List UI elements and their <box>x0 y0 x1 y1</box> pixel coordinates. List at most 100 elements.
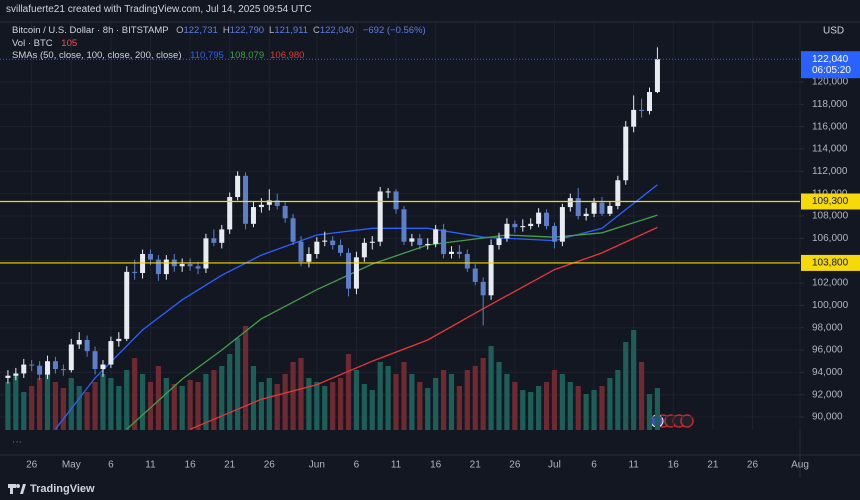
candle-body <box>13 373 19 376</box>
candle-body <box>433 229 439 244</box>
volume-bar <box>393 374 399 430</box>
candle-body <box>45 361 51 375</box>
volume-bar <box>607 378 613 430</box>
y-tick-label: 112,000 <box>812 166 848 177</box>
footer-logo <box>8 484 26 494</box>
volume-bar <box>385 366 391 430</box>
ohlc-key: C <box>312 25 320 36</box>
x-tick-label: 6 <box>108 460 114 471</box>
candle-body <box>480 281 486 296</box>
y-tick-label: 108,000 <box>812 211 849 222</box>
volume-bar <box>472 366 478 430</box>
candle-body <box>306 253 312 262</box>
volume-bar <box>274 384 280 430</box>
candle-body <box>187 264 193 267</box>
volume-bar <box>250 366 257 430</box>
x-tick-label: 16 <box>185 460 197 471</box>
volume-bar <box>654 388 661 430</box>
volume-bar <box>520 390 526 430</box>
candle-body <box>274 200 280 206</box>
volume-bar <box>528 392 534 430</box>
last-price-label: 122,040 <box>812 54 849 65</box>
volume-bar <box>37 378 43 430</box>
volume-label: Vol · BTC <box>12 37 53 49</box>
volume-bar <box>124 370 130 430</box>
volume-bar <box>401 362 407 430</box>
level-tag-label: 103,800 <box>812 258 849 269</box>
volume-bar <box>425 388 431 430</box>
volume-bar <box>599 386 605 430</box>
level-tag <box>801 254 860 271</box>
sma-value: 110,795 <box>190 50 224 61</box>
candle-body <box>377 191 383 242</box>
volume-bar <box>496 362 502 430</box>
volume-bar <box>646 394 653 430</box>
volume-bar <box>298 358 304 430</box>
candle-body <box>496 238 502 246</box>
volume-bar <box>187 380 193 430</box>
candle-body <box>266 200 272 205</box>
y-tick-label: 118,000 <box>812 99 848 110</box>
change: −692 (−0.56%) <box>362 25 426 36</box>
y-tick-label: 98,000 <box>812 322 843 333</box>
volume-bar <box>171 384 177 430</box>
legend-row: SMAs (50, close, 100, close, 200, close)… <box>12 50 426 63</box>
volume-bar <box>638 362 645 430</box>
sma-line <box>126 214 658 430</box>
candle-body <box>528 223 534 227</box>
candle-body <box>393 191 399 210</box>
candle-body <box>346 252 352 289</box>
volume-bar <box>76 386 82 430</box>
candle-body <box>448 251 454 254</box>
candle-body <box>195 266 201 269</box>
volume-bar <box>266 378 272 430</box>
candle-body <box>29 364 35 366</box>
volume-bar <box>242 326 249 430</box>
candle-body <box>116 338 122 342</box>
collapse-dots: ··· <box>12 437 22 448</box>
volume-bar <box>591 390 597 430</box>
volume-bar <box>417 382 423 430</box>
candle-body <box>504 223 510 239</box>
x-tick-label: 16 <box>668 460 680 471</box>
volume-bar <box>512 382 518 430</box>
volume-bar <box>258 382 264 430</box>
candle-body <box>235 175 241 198</box>
candle-body <box>631 109 637 127</box>
volume-bar <box>559 374 565 430</box>
brand: TradingView <box>30 483 95 495</box>
x-tick-label: Aug <box>791 460 809 471</box>
x-tick-label: 6 <box>354 460 360 471</box>
volume-bar <box>235 338 241 430</box>
candle-body <box>100 364 106 370</box>
candle-body <box>417 238 423 246</box>
ohlc-value: 122,790 <box>229 25 265 36</box>
volume-bar <box>345 354 352 430</box>
ohlc-key: H <box>222 25 230 36</box>
volume-bar <box>29 386 35 430</box>
candle-body <box>607 205 613 214</box>
candle-body <box>401 209 407 242</box>
volume-bar <box>163 378 169 430</box>
volume-bar <box>322 386 328 430</box>
volume-bar <box>147 382 154 430</box>
candle-body <box>583 213 589 217</box>
last-price-tag <box>801 51 860 79</box>
candle-body <box>37 365 43 375</box>
candle-body <box>203 238 209 269</box>
candle-body <box>512 223 518 228</box>
ohlc-value: 122,040 <box>319 25 355 36</box>
volume-bar <box>203 374 209 430</box>
volume-bar <box>623 342 629 430</box>
candle-body <box>68 344 74 371</box>
candle-body <box>219 229 225 243</box>
volume-bar <box>631 330 637 430</box>
volume-bar <box>290 362 296 430</box>
candle-body <box>322 240 328 242</box>
candle-body <box>92 351 98 370</box>
candle-body <box>282 205 288 219</box>
y-tick-label: 100,000 <box>812 300 849 311</box>
candle-body <box>258 204 264 208</box>
candle-body <box>409 238 415 242</box>
x-tick-label: 6 <box>591 460 597 471</box>
